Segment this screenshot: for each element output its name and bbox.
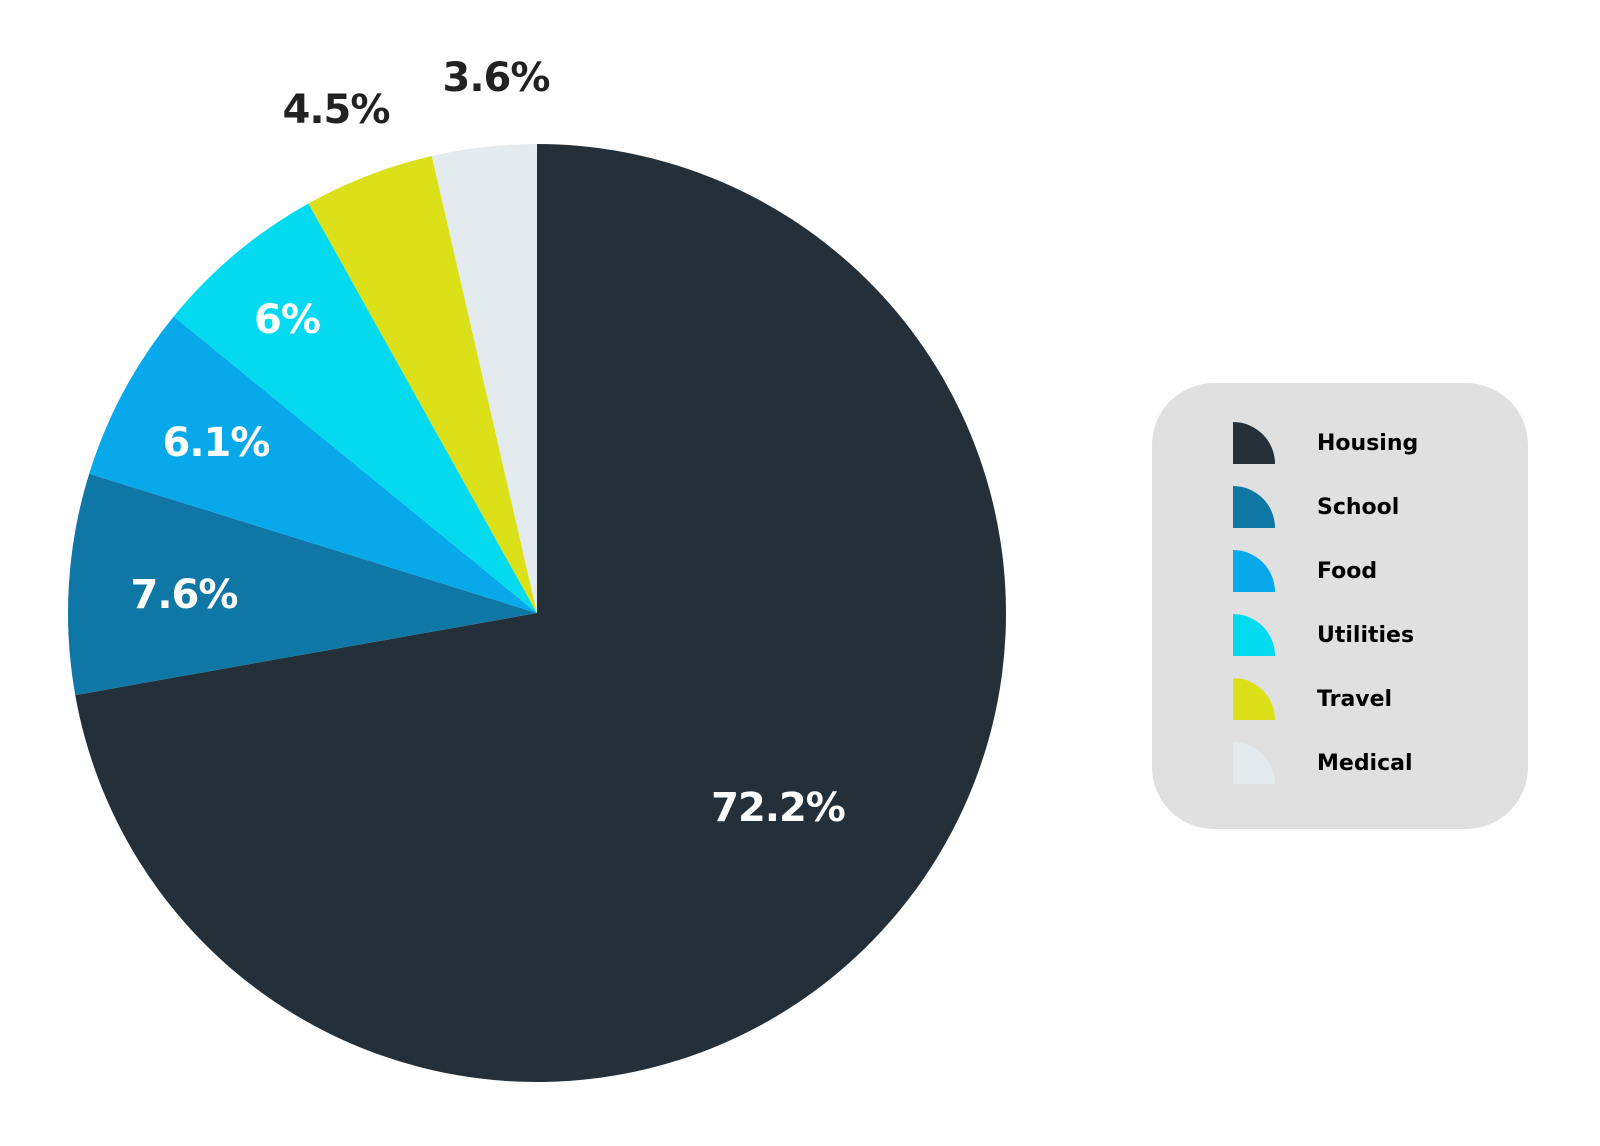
legend-swatch-utilities — [1233, 614, 1275, 656]
pie-slice-medical — [431, 144, 537, 613]
legend-label-medical: Medical — [1317, 750, 1413, 776]
legend-swatch-housing — [1233, 422, 1275, 464]
legend-item-medical: Medical — [1233, 742, 1413, 784]
value-label-utilities: 6% — [254, 297, 320, 343]
pie-slice-food — [89, 316, 538, 613]
legend-item-utilities: Utilities — [1233, 614, 1414, 656]
legend-label-housing: Housing — [1317, 430, 1419, 456]
pie-value-labels: 72.2% 7.6% 6.1% 6% 4.5% 3.6% — [131, 55, 846, 831]
legend-item-housing: Housing — [1233, 422, 1418, 464]
value-label-food: 6.1% — [163, 420, 270, 466]
legend: Housing School Food Utilities Travel Med… — [1152, 383, 1528, 829]
value-label-medical: 3.6% — [443, 55, 550, 101]
value-label-school: 7.6% — [131, 572, 238, 618]
pie-slice-travel — [308, 155, 537, 613]
pie-slices — [68, 144, 1006, 1082]
legend-item-school: School — [1233, 486, 1399, 528]
pie-slice-housing — [75, 144, 1006, 1082]
legend-label-utilities: Utilities — [1317, 622, 1415, 648]
legend-item-food: Food — [1233, 550, 1377, 592]
legend-swatch-school — [1233, 486, 1275, 528]
legend-swatch-food — [1233, 550, 1275, 592]
pie-slice-school — [68, 473, 537, 696]
legend-swatch-travel — [1233, 678, 1275, 720]
legend-label-school: School — [1317, 494, 1400, 520]
legend-label-food: Food — [1317, 558, 1378, 584]
legend-item-travel: Travel — [1233, 678, 1392, 720]
legend-swatch-medical — [1233, 742, 1275, 784]
value-label-housing: 72.2% — [711, 785, 845, 831]
pie-slice-utilities — [173, 203, 537, 613]
value-label-travel: 4.5% — [283, 87, 390, 133]
legend-label-travel: Travel — [1317, 686, 1393, 712]
